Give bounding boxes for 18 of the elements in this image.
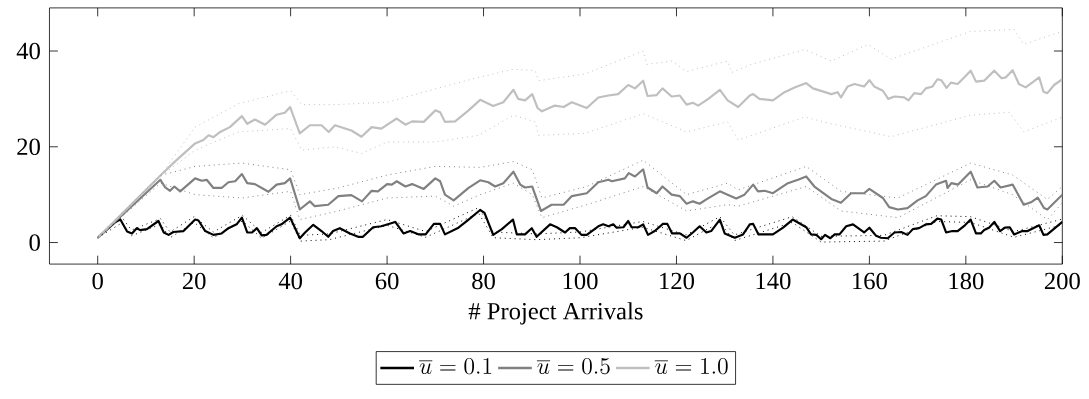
x-tick-label: 120	[660, 272, 694, 290]
legend-label: $\overline{u} = 0.5$	[536, 358, 610, 375]
x-tick-label: 20	[182, 272, 206, 290]
x-tick-label: 160	[853, 272, 887, 290]
legend-label: $\overline{u} = 1.0$	[654, 358, 728, 375]
x-tick-label: 100	[563, 272, 598, 290]
x-tick-label: 140	[756, 272, 791, 290]
legend-label: $\overline{u} = 0.1$	[419, 358, 492, 375]
x-axis-title: # Project Arrivals	[468, 302, 643, 325]
y-tick-label: 0	[29, 234, 40, 252]
x-tick-label: 180	[949, 272, 984, 290]
x-tick-label: 40	[278, 272, 302, 290]
x-tick-label: 60	[375, 272, 399, 290]
y-tick-label: 20	[17, 138, 40, 156]
y-tick-label: 40	[16, 42, 40, 60]
x-tick-label: 0	[92, 272, 103, 290]
x-tick-label: 80	[472, 272, 495, 290]
x-tick-label: 200	[1044, 272, 1080, 290]
